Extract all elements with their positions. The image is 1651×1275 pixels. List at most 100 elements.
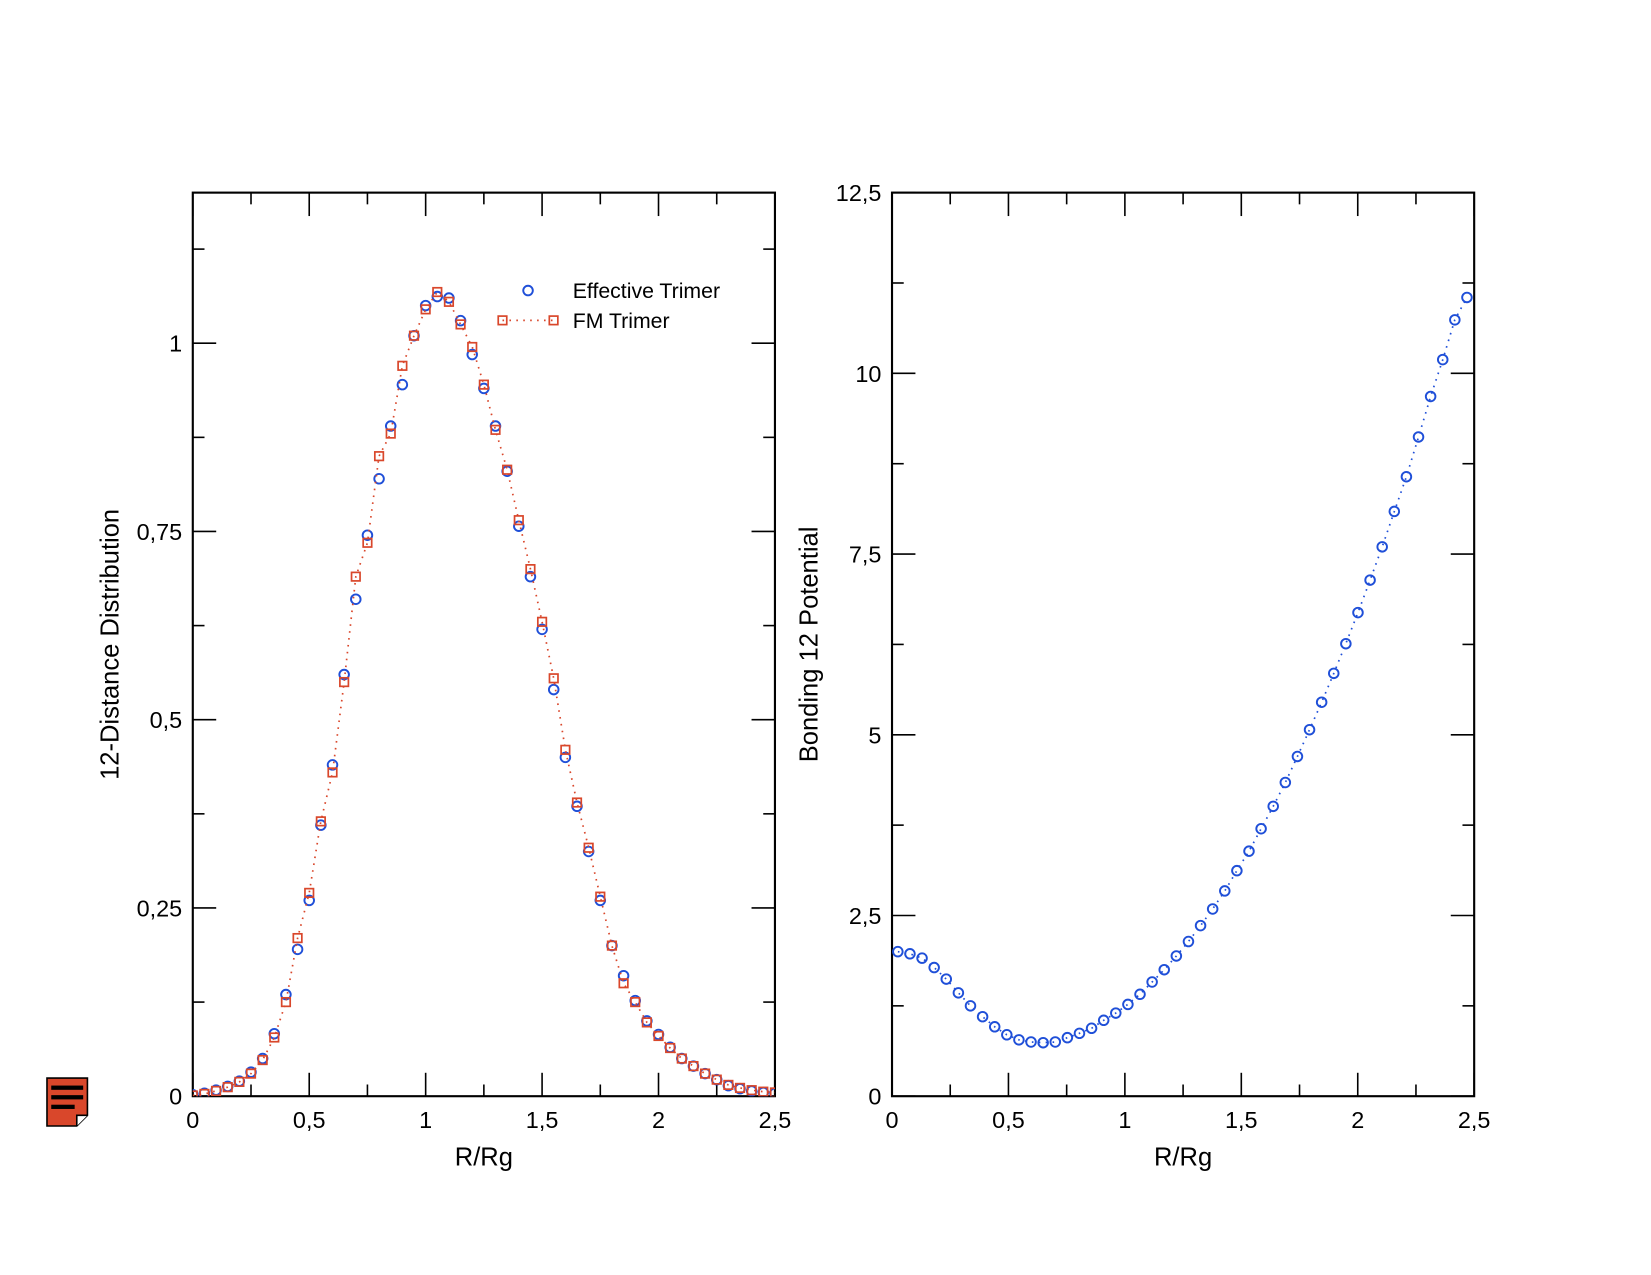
- marker-circle: [396, 378, 409, 391]
- marker-circle: [1049, 1036, 1062, 1048]
- y-tick-label: 1: [169, 331, 182, 357]
- marker-square: [734, 1082, 746, 1094]
- marker-circle: [536, 623, 548, 636]
- y-tick-label: 7,5: [849, 542, 882, 568]
- marker-square: [257, 1054, 268, 1066]
- marker-square: [420, 304, 431, 315]
- marker-circle: [291, 943, 304, 956]
- marker-circle: [524, 570, 537, 583]
- marker-circle: [928, 961, 940, 974]
- legend-label: FM Trimer: [573, 309, 670, 333]
- marker-circle: [1303, 723, 1316, 736]
- marker-square: [280, 996, 292, 1008]
- x-tick-label: 1,5: [1225, 1107, 1258, 1133]
- marker-circle: [1146, 976, 1158, 988]
- marker-circle: [988, 1021, 1001, 1033]
- marker-circle: [1388, 505, 1401, 518]
- y-tick-label: 5: [868, 722, 881, 748]
- marker-square: [455, 319, 466, 330]
- marker-square: [583, 842, 594, 853]
- y-tick-label: 0,5: [150, 707, 183, 733]
- marker-circle: [1158, 963, 1170, 976]
- plot-frame: [890, 191, 1476, 1098]
- marker-square: [641, 1017, 652, 1028]
- x-tick-label: 1,5: [526, 1107, 559, 1133]
- marker-circle: [1340, 637, 1352, 650]
- marker-square: [385, 428, 396, 439]
- series-group: [892, 291, 1473, 1049]
- x-tick-label: 1: [1118, 1107, 1131, 1133]
- x-tick-label: 0,5: [293, 1107, 326, 1133]
- marker-circle: [1243, 845, 1255, 857]
- marker-circle: [1122, 998, 1134, 1011]
- marker-circle: [892, 945, 904, 958]
- marker-square: [443, 296, 455, 307]
- marker-circle: [699, 1067, 711, 1080]
- marker-circle: [940, 973, 953, 985]
- marker-circle: [1061, 1031, 1074, 1044]
- marker-square: [606, 940, 618, 951]
- marker-square: [502, 464, 513, 475]
- marker-circle: [1073, 1027, 1086, 1040]
- marker-circle: [1182, 935, 1195, 948]
- y-tick-label: 2,5: [849, 903, 882, 929]
- y-tick-label: 0: [868, 1084, 881, 1110]
- marker-circle: [466, 348, 478, 361]
- marker-square: [339, 676, 350, 688]
- marker-circle: [408, 329, 420, 342]
- marker-circle: [547, 683, 560, 696]
- marker-square: [723, 1079, 734, 1091]
- marker-square: [630, 996, 641, 1008]
- marker-square: [397, 360, 408, 371]
- marker-circle: [1255, 822, 1267, 835]
- marker-circle: [952, 987, 965, 999]
- marker-circle: [1085, 1022, 1098, 1035]
- marker-square: [711, 1074, 722, 1085]
- marker-circle: [687, 1060, 700, 1072]
- x-tick-label: 0: [886, 1107, 899, 1133]
- x-tick-label: 2,5: [1458, 1107, 1491, 1133]
- marker-circle: [710, 1073, 723, 1086]
- marker-circle: [1206, 903, 1219, 915]
- marker-circle: [1001, 1029, 1013, 1041]
- marker-square: [758, 1086, 769, 1097]
- marker-circle: [513, 520, 525, 532]
- marker-circle: [1436, 353, 1449, 366]
- marker-square: [536, 616, 548, 627]
- x-tick-label: 1: [419, 1107, 432, 1133]
- marker-square: [199, 1088, 210, 1097]
- marker-circle: [976, 1010, 989, 1023]
- marker-square: [373, 451, 385, 462]
- series-line: [897, 297, 1468, 1044]
- x-tick-label: 0: [186, 1107, 199, 1133]
- marker-square: [769, 1087, 775, 1097]
- marker-circle: [1376, 541, 1388, 553]
- marker-circle: [1134, 988, 1146, 1001]
- x-axis-label: R/Rg: [1154, 1143, 1212, 1171]
- marker-circle: [1449, 314, 1461, 326]
- marker-square: [699, 1068, 711, 1079]
- x-tick-label: 0,5: [992, 1107, 1025, 1133]
- marker-square: [478, 379, 489, 390]
- marker-square: [665, 1042, 676, 1054]
- marker-square: [350, 571, 361, 582]
- marker-circle: [522, 284, 534, 297]
- marker-circle: [373, 473, 385, 485]
- marker-square: [571, 797, 583, 808]
- marker-square: [746, 1085, 757, 1096]
- document-icon: [46, 1077, 89, 1127]
- marker-circle: [350, 593, 362, 605]
- marker-circle: [1291, 750, 1304, 763]
- marker-circle: [1194, 919, 1207, 932]
- marker-square: [688, 1060, 699, 1072]
- marker-circle: [606, 939, 618, 952]
- marker-circle: [1025, 1036, 1037, 1048]
- marker-square: [595, 891, 606, 902]
- marker-square: [408, 330, 420, 341]
- plot-frame: [191, 191, 777, 1098]
- marker-square: [653, 1030, 664, 1042]
- marker-circle: [1013, 1034, 1025, 1046]
- marker-circle: [1097, 1014, 1110, 1027]
- marker-square: [513, 515, 524, 526]
